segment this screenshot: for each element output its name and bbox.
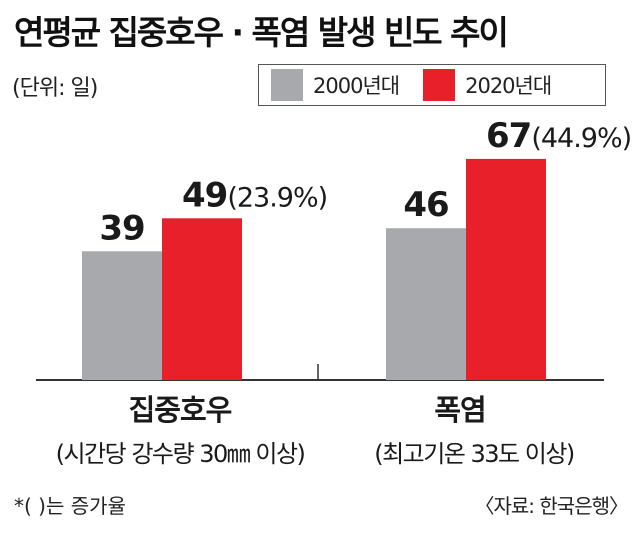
category-sublabel-1: (최고기온 33도 이상) xyxy=(374,440,574,468)
bar-heatwave-2020s xyxy=(466,158,546,380)
data-label-2000s-1: 46 xyxy=(403,185,448,225)
bar-heatwave-2000s xyxy=(386,228,466,380)
legend-item-2020s: 2020년대 xyxy=(423,69,552,101)
source-note: 〈자료: 한국은행〉 xyxy=(474,494,629,518)
data-label-2000s-0: 39 xyxy=(99,208,144,248)
category-label-0: 집중호우 xyxy=(129,393,232,427)
legend-label-2020s: 2020년대 xyxy=(465,74,552,98)
legend-label-2000s: 2000년대 xyxy=(313,74,400,98)
category-sublabel-0: (시간당 강수량 30㎜ 이상) xyxy=(56,440,305,468)
footnote: *( )는 증가율 xyxy=(14,494,126,518)
bar-heavy-rain-2000s xyxy=(82,251,162,380)
data-label-2020s-1: 67(44.9%) xyxy=(486,116,631,156)
data-label-2020s-0: 49(23.9%) xyxy=(182,175,327,215)
bar-heavy-rain-2020s xyxy=(162,218,242,380)
category-label-1: 폭염 xyxy=(434,393,485,427)
legend-swatch-2020s xyxy=(423,69,456,101)
legend: 2000년대 2020년대 xyxy=(258,64,606,106)
legend-item-2000s: 2000년대 xyxy=(271,69,400,101)
legend-swatch-2000s xyxy=(271,69,303,101)
chart-title: 연평균 집중호우 · 폭염 발생 빈도 추이 xyxy=(14,13,509,52)
bars-group: 39 49(23.9%) 집중호우 (시간당 강수량 30㎜ 이상) 46 67(44.9… xyxy=(56,116,633,468)
unit-label: (단위: 일) xyxy=(12,76,98,101)
